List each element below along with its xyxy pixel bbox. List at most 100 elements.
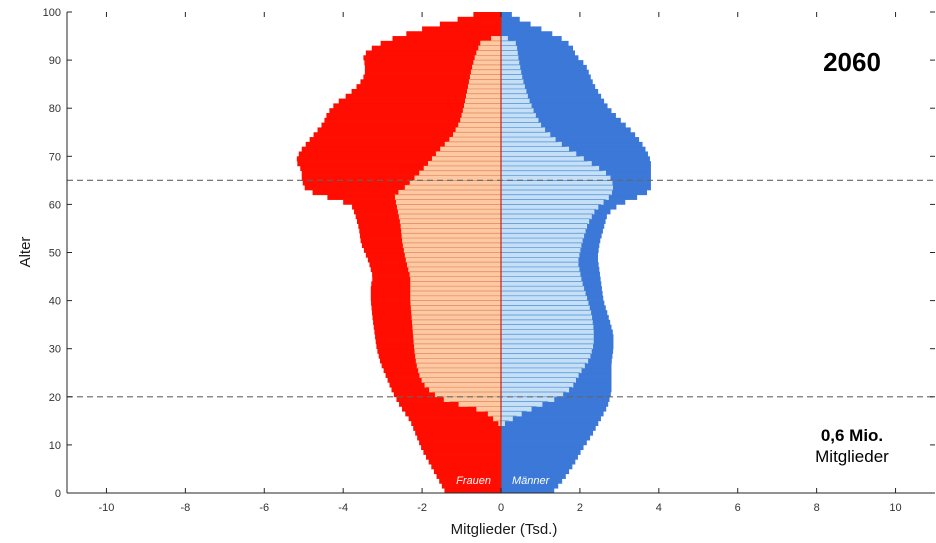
women-inner-bar [429, 387, 501, 393]
women-inner-bar [458, 401, 501, 407]
men-inner-bar [501, 170, 607, 176]
x-tick-label: 2 [577, 502, 583, 514]
men-total-bar [501, 127, 631, 133]
men-total-bar [501, 406, 607, 412]
men-total-bar [501, 21, 531, 27]
women-inner-bar [421, 377, 501, 383]
women-inner-bar [404, 252, 501, 258]
women-inner-bar [410, 295, 501, 301]
men-inner-bar [501, 36, 508, 42]
men-total-bar [501, 93, 602, 99]
women-inner-bar [465, 93, 501, 99]
chart-title-year: 2060 [823, 47, 881, 77]
x-tick-label: -8 [180, 502, 190, 514]
men-inner-bar [501, 228, 586, 234]
women-inner-bar [398, 214, 501, 220]
men-inner-bar [501, 286, 585, 292]
women-inner-bar [458, 122, 501, 128]
women-inner-bar [408, 266, 501, 273]
women-total-bar [301, 175, 501, 181]
men-inner-bar [501, 324, 594, 330]
women-inner-bar [473, 60, 501, 66]
y-tick-label: 90 [49, 55, 61, 67]
men-inner-bar [501, 146, 570, 152]
men-inner-bar [501, 281, 583, 287]
women-inner-bar [467, 84, 501, 90]
men-total-bar [501, 40, 569, 47]
men-total-bar [501, 444, 584, 451]
women-inner-bar [466, 88, 501, 95]
x-tick-label: 0 [498, 502, 504, 514]
women-total-bar [300, 165, 501, 172]
men-total-bar [501, 132, 636, 138]
women-inner-bar [402, 242, 501, 249]
men-total-bar [501, 103, 608, 109]
women-inner-bar [435, 151, 501, 157]
men-total-bar [501, 137, 640, 143]
men-inner-bar [501, 218, 590, 224]
men-inner-bar [501, 319, 593, 325]
men-total-bar [501, 84, 596, 90]
women-total-bar [360, 79, 501, 85]
men-total-bar [501, 468, 570, 475]
y-tick-label: 0 [55, 488, 61, 500]
men-total-bar [501, 16, 520, 22]
men-inner-bar [501, 416, 513, 422]
men-inner-bar [501, 74, 523, 80]
men-total-bar [501, 483, 559, 489]
men-total-bar [501, 464, 573, 470]
women-inner-bar [399, 218, 501, 224]
men-inner-bar [501, 122, 542, 128]
men-inner-bar [501, 238, 583, 244]
women-total-bar [364, 60, 501, 66]
men-inner-bar [501, 175, 611, 181]
women-total-bar [436, 473, 501, 479]
women-inner-bar [394, 194, 501, 200]
women-total-bar [444, 488, 501, 494]
women-inner-bar [413, 339, 501, 345]
y-tick-label: 60 [49, 199, 61, 211]
women-inner-bar [401, 233, 501, 239]
women-total-bar [313, 132, 501, 138]
women-inner-bar [472, 64, 501, 71]
men-inner-bar [501, 209, 595, 215]
x-tick-label: 4 [656, 502, 662, 514]
men-total-bar [501, 430, 594, 436]
men-total-bar [501, 396, 610, 402]
women-inner-bar [491, 36, 501, 42]
men-total-bar [501, 117, 621, 123]
x-tick-label: -4 [338, 502, 348, 514]
men-total-bar [501, 55, 579, 61]
women-total-bar [439, 478, 501, 484]
women-total-bar [428, 459, 501, 465]
women-inner-bar [431, 156, 501, 162]
men-inner-bar [501, 295, 588, 301]
women-inner-bar [468, 79, 501, 85]
men-inner-bar [501, 420, 505, 427]
men-inner-bar [501, 310, 592, 316]
men-inner-bars [501, 36, 613, 427]
women-total-bar [345, 93, 501, 99]
women-total-bar [419, 440, 501, 446]
men-inner-bar [501, 84, 525, 90]
men-total-bar [501, 454, 578, 460]
men-inner-bar [501, 406, 532, 412]
women-inner-bar [412, 329, 501, 335]
women-inner-bar [403, 247, 501, 253]
men-inner-bar [501, 194, 609, 200]
men-total-bar [501, 401, 609, 407]
men-total-bar [501, 60, 584, 66]
women-inner-bar [423, 165, 501, 172]
men-total-bar [501, 449, 581, 455]
total-members-value: 0,6 Mio. [821, 426, 883, 445]
women-inner-bar [487, 411, 501, 417]
men-total-bar [501, 88, 599, 95]
men-inner-bar [501, 305, 590, 311]
men-total-bar [501, 411, 604, 417]
men-inner-bar [501, 290, 586, 297]
women-inner-bar [409, 180, 501, 186]
women-total-bar [415, 430, 501, 436]
women-total-bar [421, 444, 501, 451]
women-inner-bar [464, 103, 501, 109]
